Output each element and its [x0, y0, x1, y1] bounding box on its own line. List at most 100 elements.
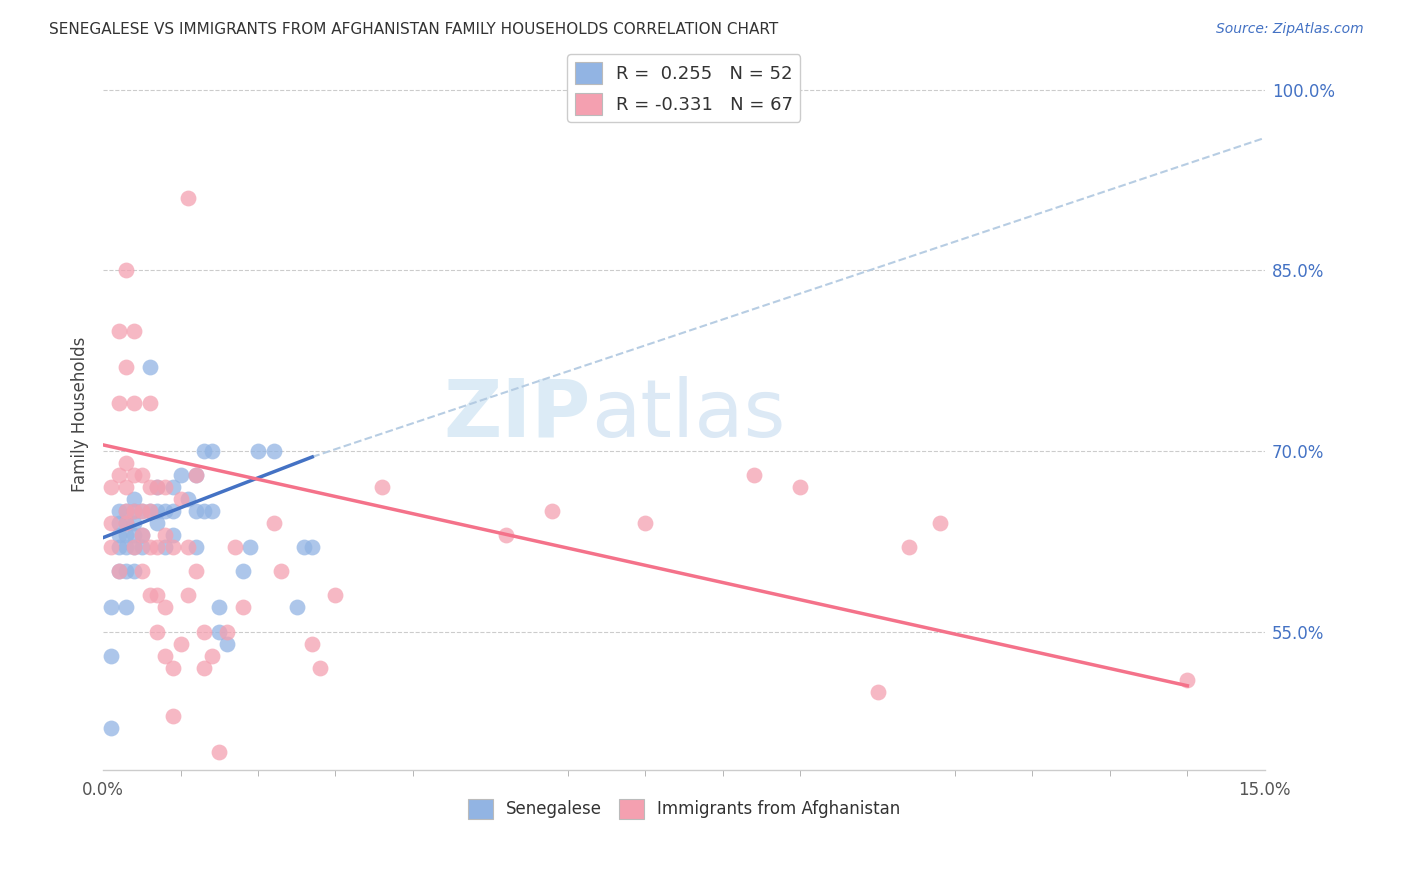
- Point: [184, 565, 207, 579]
- Point: [301, 636, 323, 650]
- Point: [115, 528, 138, 542]
- Point: [122, 396, 145, 410]
- Point: [146, 588, 169, 602]
- Point: [107, 541, 129, 555]
- Point: [115, 456, 138, 470]
- Point: [115, 504, 138, 518]
- Point: [138, 504, 160, 518]
- Point: [193, 504, 215, 518]
- Point: [270, 565, 292, 579]
- Point: [115, 480, 138, 494]
- Point: [208, 600, 231, 615]
- Text: SENEGALESE VS IMMIGRANTS FROM AFGHANISTAN FAMILY HOUSEHOLDS CORRELATION CHART: SENEGALESE VS IMMIGRANTS FROM AFGHANISTA…: [49, 22, 779, 37]
- Point: [231, 565, 253, 579]
- Point: [122, 504, 145, 518]
- Point: [162, 480, 184, 494]
- Point: [153, 480, 176, 494]
- Point: [122, 516, 145, 531]
- Point: [131, 528, 153, 542]
- Point: [131, 468, 153, 483]
- Point: [208, 624, 231, 639]
- Point: [115, 504, 138, 518]
- Point: [184, 541, 207, 555]
- Point: [285, 600, 308, 615]
- Text: Source: ZipAtlas.com: Source: ZipAtlas.com: [1216, 22, 1364, 37]
- Point: [309, 660, 332, 674]
- Point: [153, 541, 176, 555]
- Point: [495, 528, 517, 542]
- Point: [107, 324, 129, 338]
- Point: [115, 263, 138, 277]
- Point: [200, 444, 222, 458]
- Point: [122, 541, 145, 555]
- Point: [122, 528, 145, 542]
- Point: [193, 660, 215, 674]
- Point: [177, 541, 200, 555]
- Point: [115, 600, 138, 615]
- Point: [200, 648, 222, 663]
- Point: [107, 468, 129, 483]
- Point: [231, 600, 253, 615]
- Point: [239, 541, 262, 555]
- Point: [294, 541, 316, 555]
- Point: [115, 359, 138, 374]
- Point: [215, 636, 238, 650]
- Point: [162, 528, 184, 542]
- Point: [146, 480, 169, 494]
- Point: [100, 541, 122, 555]
- Point: [162, 660, 184, 674]
- Point: [115, 516, 138, 531]
- Point: [122, 504, 145, 518]
- Point: [928, 516, 950, 531]
- Point: [153, 504, 176, 518]
- Point: [184, 468, 207, 483]
- Legend: Senegalese, Immigrants from Afghanistan: Senegalese, Immigrants from Afghanistan: [461, 792, 907, 826]
- Point: [742, 468, 765, 483]
- Point: [146, 480, 169, 494]
- Point: [131, 565, 153, 579]
- Point: [177, 588, 200, 602]
- Point: [146, 624, 169, 639]
- Point: [138, 504, 160, 518]
- Point: [107, 528, 129, 542]
- Point: [153, 648, 176, 663]
- Point: [224, 541, 246, 555]
- Point: [115, 541, 138, 555]
- Point: [193, 624, 215, 639]
- Point: [247, 444, 270, 458]
- Point: [107, 565, 129, 579]
- Point: [153, 528, 176, 542]
- Point: [169, 492, 191, 507]
- Point: [122, 565, 145, 579]
- Point: [122, 492, 145, 507]
- Point: [107, 504, 129, 518]
- Point: [115, 516, 138, 531]
- Point: [100, 600, 122, 615]
- Point: [138, 396, 160, 410]
- Point: [122, 541, 145, 555]
- Point: [107, 516, 129, 531]
- Point: [169, 636, 191, 650]
- Point: [146, 504, 169, 518]
- Point: [897, 541, 920, 555]
- Text: atlas: atlas: [591, 376, 786, 454]
- Point: [208, 745, 231, 759]
- Point: [193, 444, 215, 458]
- Point: [325, 588, 347, 602]
- Point: [215, 624, 238, 639]
- Point: [138, 541, 160, 555]
- Point: [100, 480, 122, 494]
- Point: [115, 565, 138, 579]
- Point: [200, 504, 222, 518]
- Point: [131, 528, 153, 542]
- Point: [100, 516, 122, 531]
- Point: [184, 504, 207, 518]
- Point: [138, 359, 160, 374]
- Point: [177, 191, 200, 205]
- Point: [107, 565, 129, 579]
- Point: [162, 708, 184, 723]
- Point: [122, 468, 145, 483]
- Text: ZIP: ZIP: [444, 376, 591, 454]
- Point: [138, 588, 160, 602]
- Point: [122, 324, 145, 338]
